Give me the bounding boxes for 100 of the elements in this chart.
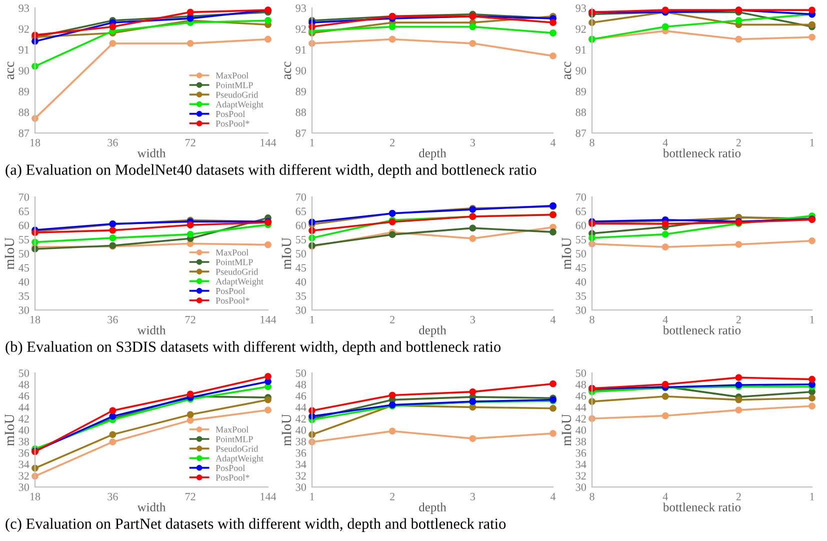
y-tick-label: 50: [576, 250, 586, 258]
x-tick-label: 1: [810, 492, 814, 500]
text: (c) Evaluation on PartNet datasets with different width, depth and bottleneck ratio: [6, 518, 506, 532]
y-tick-label: 36: [576, 449, 586, 457]
legend-label: PosPool: [216, 110, 245, 118]
y-tick-label: 60: [296, 222, 306, 230]
x-tick-label: 2: [736, 316, 741, 324]
y-tick-label: 35: [296, 292, 306, 300]
x-tick-label: 4: [662, 492, 668, 500]
x-tick-label: 1: [810, 138, 814, 146]
x-axis-title: depth: [419, 502, 446, 514]
y-axis-title: mIoU: [282, 238, 292, 270]
y-tick-label: 38: [296, 438, 306, 446]
x-tick-label: 72: [186, 316, 196, 324]
y-tick-label: 90: [296, 66, 306, 74]
x-tick-label: 2: [736, 492, 741, 500]
y-tick-label: 32: [576, 472, 586, 480]
y-tick-label: 40: [296, 426, 306, 434]
legend-label: PointMLP: [216, 259, 253, 266]
y-tick-label: 40: [296, 278, 306, 286]
y-tick-label: 50: [18, 369, 30, 377]
y-tick-label: 38: [18, 438, 30, 446]
x-axis-title: depth: [419, 148, 446, 160]
x-tick-label: 2: [390, 138, 394, 146]
y-tick-label: 32: [296, 472, 306, 480]
y-tick-label: 44: [576, 404, 586, 412]
y-tick-label: 55: [576, 236, 586, 244]
x-tick-label: 36: [108, 138, 118, 146]
legend-label: PseudoGrid: [216, 268, 258, 275]
legend-label: PosPool*: [216, 474, 250, 481]
x-axis-title: depth: [419, 326, 446, 337]
legend-label: AdaptWeight: [216, 455, 264, 464]
y-tick-label: 34: [296, 460, 306, 468]
x-axis-title: bottleneck ratio: [662, 148, 741, 158]
y-tick-label: 90: [576, 66, 586, 74]
y-tick-label: 93: [576, 4, 586, 12]
y-tick-label: 30: [18, 483, 30, 491]
y-tick-label: 89: [296, 88, 306, 96]
x-tick-label: 72: [186, 492, 196, 500]
y-tick-label: 42: [18, 415, 29, 422]
x-axis-title: width: [137, 502, 166, 512]
y-tick-label: 46: [18, 392, 30, 400]
x-tick-label: 36: [108, 316, 118, 324]
y-tick-label: 93: [296, 4, 306, 12]
y-axis-title: mIoU: [4, 414, 14, 446]
y-tick-label: 30: [576, 306, 586, 314]
x-axis-title: bottleneck ratio: [662, 326, 741, 334]
y-tick-label: 87: [296, 129, 306, 137]
x-tick-label: 144: [260, 492, 276, 500]
x-tick-label: 1: [310, 316, 314, 324]
x-tick-label: 1: [310, 492, 314, 500]
y-tick-label: 93: [18, 4, 30, 12]
y-tick-label: 30: [18, 306, 30, 314]
y-tick-label: 55: [18, 236, 30, 244]
y-axis-title: acc: [284, 62, 292, 80]
y-tick-label: 42: [296, 415, 306, 422]
x-tick-label: 8: [590, 138, 594, 146]
y-tick-label: 90: [18, 66, 30, 74]
x-tick-label: 144: [260, 316, 276, 324]
y-tick-label: 30: [296, 483, 306, 491]
y-axis-title: acc: [7, 62, 14, 80]
legend-label: AdaptWeight: [216, 101, 264, 110]
legend-label: PosPool: [216, 464, 245, 472]
x-tick-label: 4: [550, 492, 556, 500]
x-tick-label: 1: [810, 316, 814, 324]
y-tick-label: 87: [576, 129, 586, 137]
x-axis-title: bottleneck ratio: [662, 502, 741, 512]
y-tick-label: 70: [296, 193, 306, 201]
y-axis-title: mIoU: [4, 238, 14, 270]
legend-label: PosPool*: [216, 297, 250, 304]
y-tick-label: 45: [576, 264, 586, 272]
x-axis-title: width: [137, 148, 166, 158]
x-tick-label: 2: [390, 492, 394, 500]
y-tick-label: 32: [18, 472, 29, 480]
y-tick-label: 70: [576, 193, 586, 201]
y-axis-title: mIoU: [562, 238, 572, 270]
y-tick-label: 34: [576, 460, 586, 468]
y-tick-label: 50: [296, 369, 306, 377]
legend-label: PseudoGrid: [216, 91, 258, 98]
x-tick-label: 4: [550, 316, 556, 324]
y-tick-label: 40: [18, 426, 30, 434]
y-tick-label: 88: [18, 108, 30, 116]
y-tick-label: 50: [296, 250, 306, 258]
x-tick-label: 8: [590, 492, 594, 500]
y-tick-label: 88: [296, 108, 306, 116]
y-tick-label: 89: [576, 88, 586, 96]
y-tick-label: 50: [576, 369, 586, 377]
y-axis-title: mIoU: [562, 414, 572, 446]
y-tick-label: 46: [576, 392, 586, 400]
y-tick-label: 92: [576, 25, 586, 33]
y-tick-label: 91: [296, 46, 306, 54]
legend-label: MaxPool: [216, 72, 248, 79]
x-tick-label: 2: [736, 138, 741, 146]
x-tick-label: 18: [30, 138, 40, 146]
y-tick-label: 91: [576, 46, 586, 54]
y-tick-label: 40: [18, 278, 30, 286]
legend-label: PointMLP: [216, 82, 253, 88]
x-tick-label: 3: [470, 316, 476, 324]
y-tick-label: 48: [576, 380, 586, 388]
y-tick-label: 91: [18, 46, 29, 54]
